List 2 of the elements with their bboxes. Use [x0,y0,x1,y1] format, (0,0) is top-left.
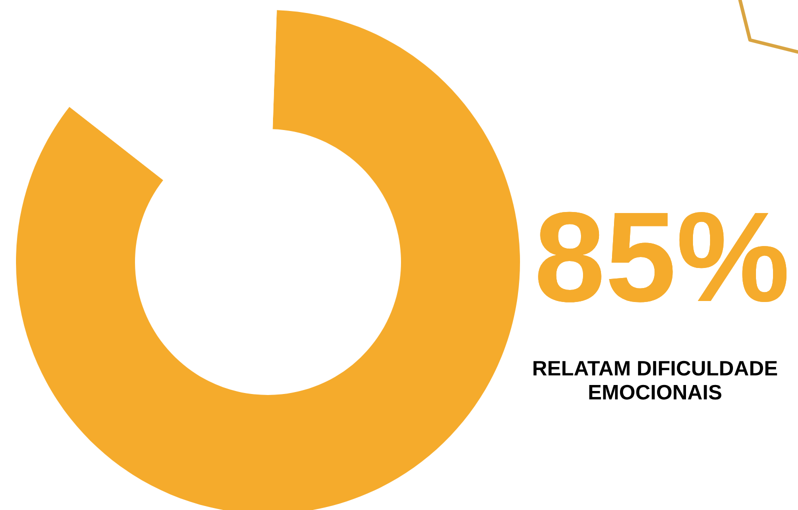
text: RELATAM DIFICULDADE EMOCIONAIS [534,360,778,400]
data-label: 85% [538,212,787,302]
